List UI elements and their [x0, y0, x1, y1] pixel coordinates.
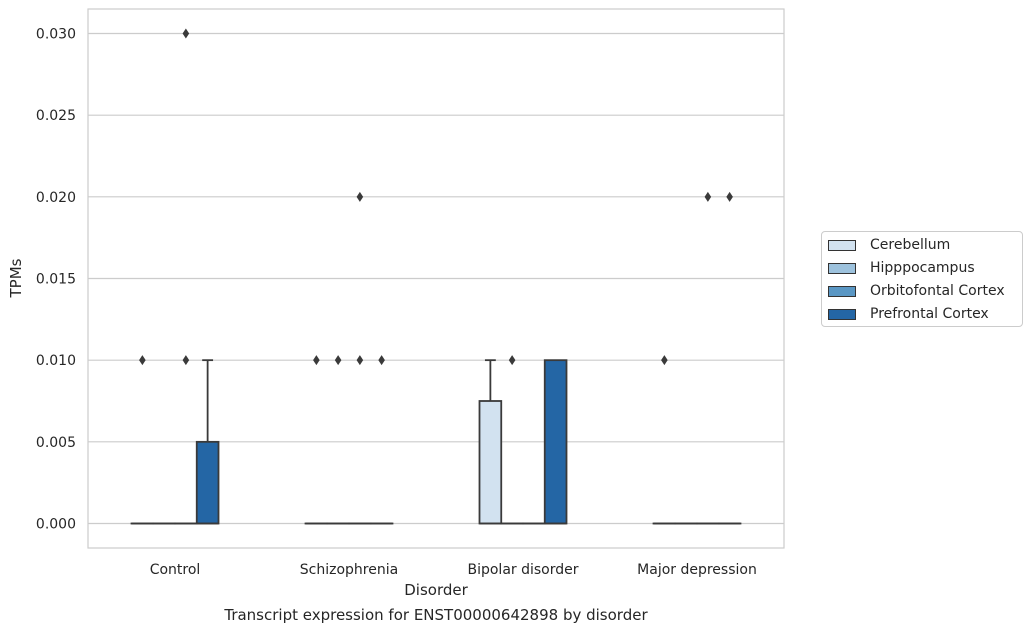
box-0-3 — [652, 355, 677, 525]
outlier-point — [704, 191, 712, 202]
y-axis-label: TPMs — [7, 258, 25, 298]
box-0-0 — [130, 355, 155, 525]
y-tick-label: 0.015 — [36, 272, 76, 288]
box-1-1 — [326, 355, 350, 525]
legend-item-cerebellum: Cerebellum — [828, 236, 950, 254]
outlier-point — [182, 355, 190, 366]
outlier-point — [139, 355, 146, 366]
legend-swatch-prefrontal-cortex — [828, 308, 856, 320]
outlier-point — [356, 191, 364, 202]
legend-label-orbitofrontal-cortex: Orbitofontal Cortex — [870, 283, 1005, 299]
outlier-point — [334, 355, 342, 366]
chart-caption: Transcript expression for ENST0000064289… — [224, 606, 648, 624]
box-0-2 — [478, 359, 503, 525]
box-2-0 — [174, 28, 198, 525]
legend-swatch-hippocampus — [828, 262, 856, 274]
box-2-1 — [348, 191, 372, 525]
outlier-point — [378, 355, 385, 366]
outlier-point — [726, 191, 733, 202]
x-tick-label: Major depression — [637, 562, 757, 578]
box-body — [195, 440, 220, 525]
x-tick-labels: Control Schizophrenia Bipolar disorder Majo… — [150, 562, 757, 578]
gridlines — [88, 32, 784, 525]
box-3-2 — [543, 359, 568, 525]
y-tick-label: 0.000 — [36, 517, 76, 533]
plot-frame — [87, 8, 785, 549]
legend-item-orbitofrontal-cortex: Orbitofontal Cortex — [828, 282, 1005, 300]
box-3-1 — [369, 355, 394, 525]
x-axis-label: Disorder — [404, 581, 468, 599]
outlier-point — [313, 355, 320, 366]
legend-item-hippocampus: Hipppocampus — [828, 259, 975, 277]
legend-swatch-orbitofrontal-cortex — [828, 285, 856, 297]
y-tick-labels: 0.000 0.005 0.010 0.015 0.020 0.025 0.030 — [36, 27, 76, 533]
boxes — [130, 28, 742, 525]
y-tick-label: 0.020 — [36, 190, 76, 206]
legend: Cerebellum Hipppocampus Orbitofontal Cor… — [821, 231, 1023, 327]
box-1-2 — [500, 355, 524, 525]
legend-item-prefrontal-cortex: Prefrontal Cortex — [828, 305, 989, 323]
legend-label-cerebellum: Cerebellum — [870, 237, 951, 253]
outlier-point — [508, 355, 516, 366]
y-tick-label: 0.030 — [36, 27, 76, 43]
y-tick-label: 0.025 — [36, 108, 76, 124]
x-tick-label: Control — [150, 562, 201, 578]
legend-swatch-cerebellum — [828, 239, 856, 251]
box-3-0 — [195, 359, 220, 525]
legend-label-hippocampus: Hipppocampus — [870, 260, 975, 276]
box-body — [543, 359, 568, 525]
outlier-point — [661, 355, 668, 366]
x-tick-label: Schizophrenia — [300, 562, 398, 578]
outlier-point — [182, 28, 190, 39]
box-0-1 — [304, 355, 329, 525]
y-tick-label: 0.005 — [36, 435, 76, 451]
legend-label-prefrontal-cortex: Prefrontal Cortex — [870, 306, 989, 322]
box-2-3 — [696, 191, 720, 525]
outlier-point — [356, 355, 364, 366]
x-tick-label: Bipolar disorder — [467, 562, 578, 578]
box-body — [478, 400, 503, 525]
y-tick-label: 0.010 — [36, 353, 76, 369]
box-3-3 — [717, 191, 742, 525]
